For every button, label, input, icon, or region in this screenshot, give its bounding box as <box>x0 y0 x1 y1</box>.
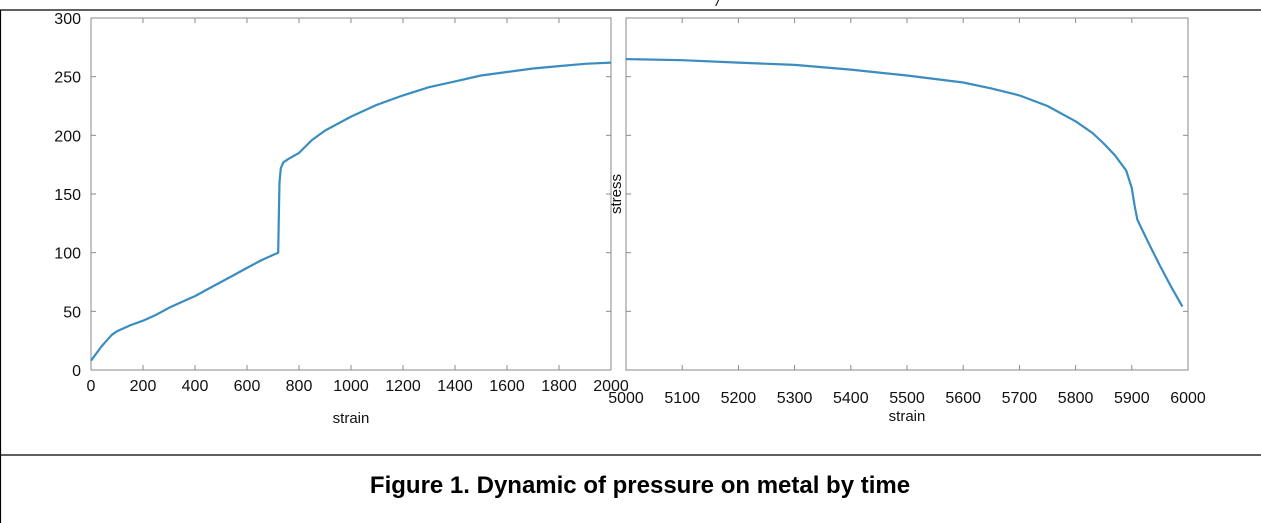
x-tick-label: 1000 <box>333 378 369 395</box>
y-tick-label: 300 <box>54 11 81 28</box>
y-tick-label: 250 <box>54 70 81 87</box>
x-tick-label: 1200 <box>385 378 421 395</box>
y-tick-label: 0 <box>72 363 81 380</box>
x-tick-label: 5900 <box>1114 390 1150 407</box>
x-tick-label: 5800 <box>1058 390 1094 407</box>
x-axis-label: strain <box>333 410 370 427</box>
y-tick-label: 100 <box>54 246 81 263</box>
x-tick-label: 1800 <box>541 378 577 395</box>
x-tick-label: 200 <box>130 378 157 395</box>
x-tick-label: 800 <box>286 378 313 395</box>
top-mark: / <box>715 0 722 10</box>
x-tick-label: 5400 <box>833 390 869 407</box>
x-tick-label: 5500 <box>889 390 925 407</box>
x-tick-label: 5700 <box>1002 390 1038 407</box>
y-tick-label: 150 <box>54 187 81 204</box>
x-tick-label: 1600 <box>489 378 525 395</box>
x-axis-label: strain <box>889 408 926 425</box>
x-tick-label: 5000 <box>608 390 644 407</box>
plot-frame <box>90 17 612 371</box>
chart-left: 0 50 100 150 200 250 300 0 200 400 600 800 1000 1200 1… <box>54 11 629 427</box>
figure-caption: Figure 1. Dynamic of pressure on metal b… <box>370 472 910 499</box>
series-line <box>90 61 612 362</box>
series-line <box>625 58 1184 308</box>
table-borders <box>0 9 1261 523</box>
x-tick-label: 5200 <box>721 390 757 407</box>
x-tick-label: 2000 <box>593 378 629 395</box>
x-tick-label: 600 <box>234 378 261 395</box>
x-tick-label: 400 <box>182 378 209 395</box>
plot-frame <box>625 17 1189 371</box>
chart-right: 5000 5100 5200 5300 5400 5500 5600 5700 5800 5900… <box>608 17 1206 425</box>
x-tick-label: 1400 <box>437 378 473 395</box>
x-tick-label: 5300 <box>777 390 813 407</box>
x-tick-label: 5600 <box>945 390 981 407</box>
y-axis-label: stress <box>608 174 625 214</box>
x-tick-label: 5100 <box>664 390 700 407</box>
y-tick-label: 200 <box>54 128 81 145</box>
y-tick-label: 50 <box>63 304 81 321</box>
x-tick-label: 0 <box>87 378 96 395</box>
x-tick-label: 6000 <box>1170 390 1206 407</box>
